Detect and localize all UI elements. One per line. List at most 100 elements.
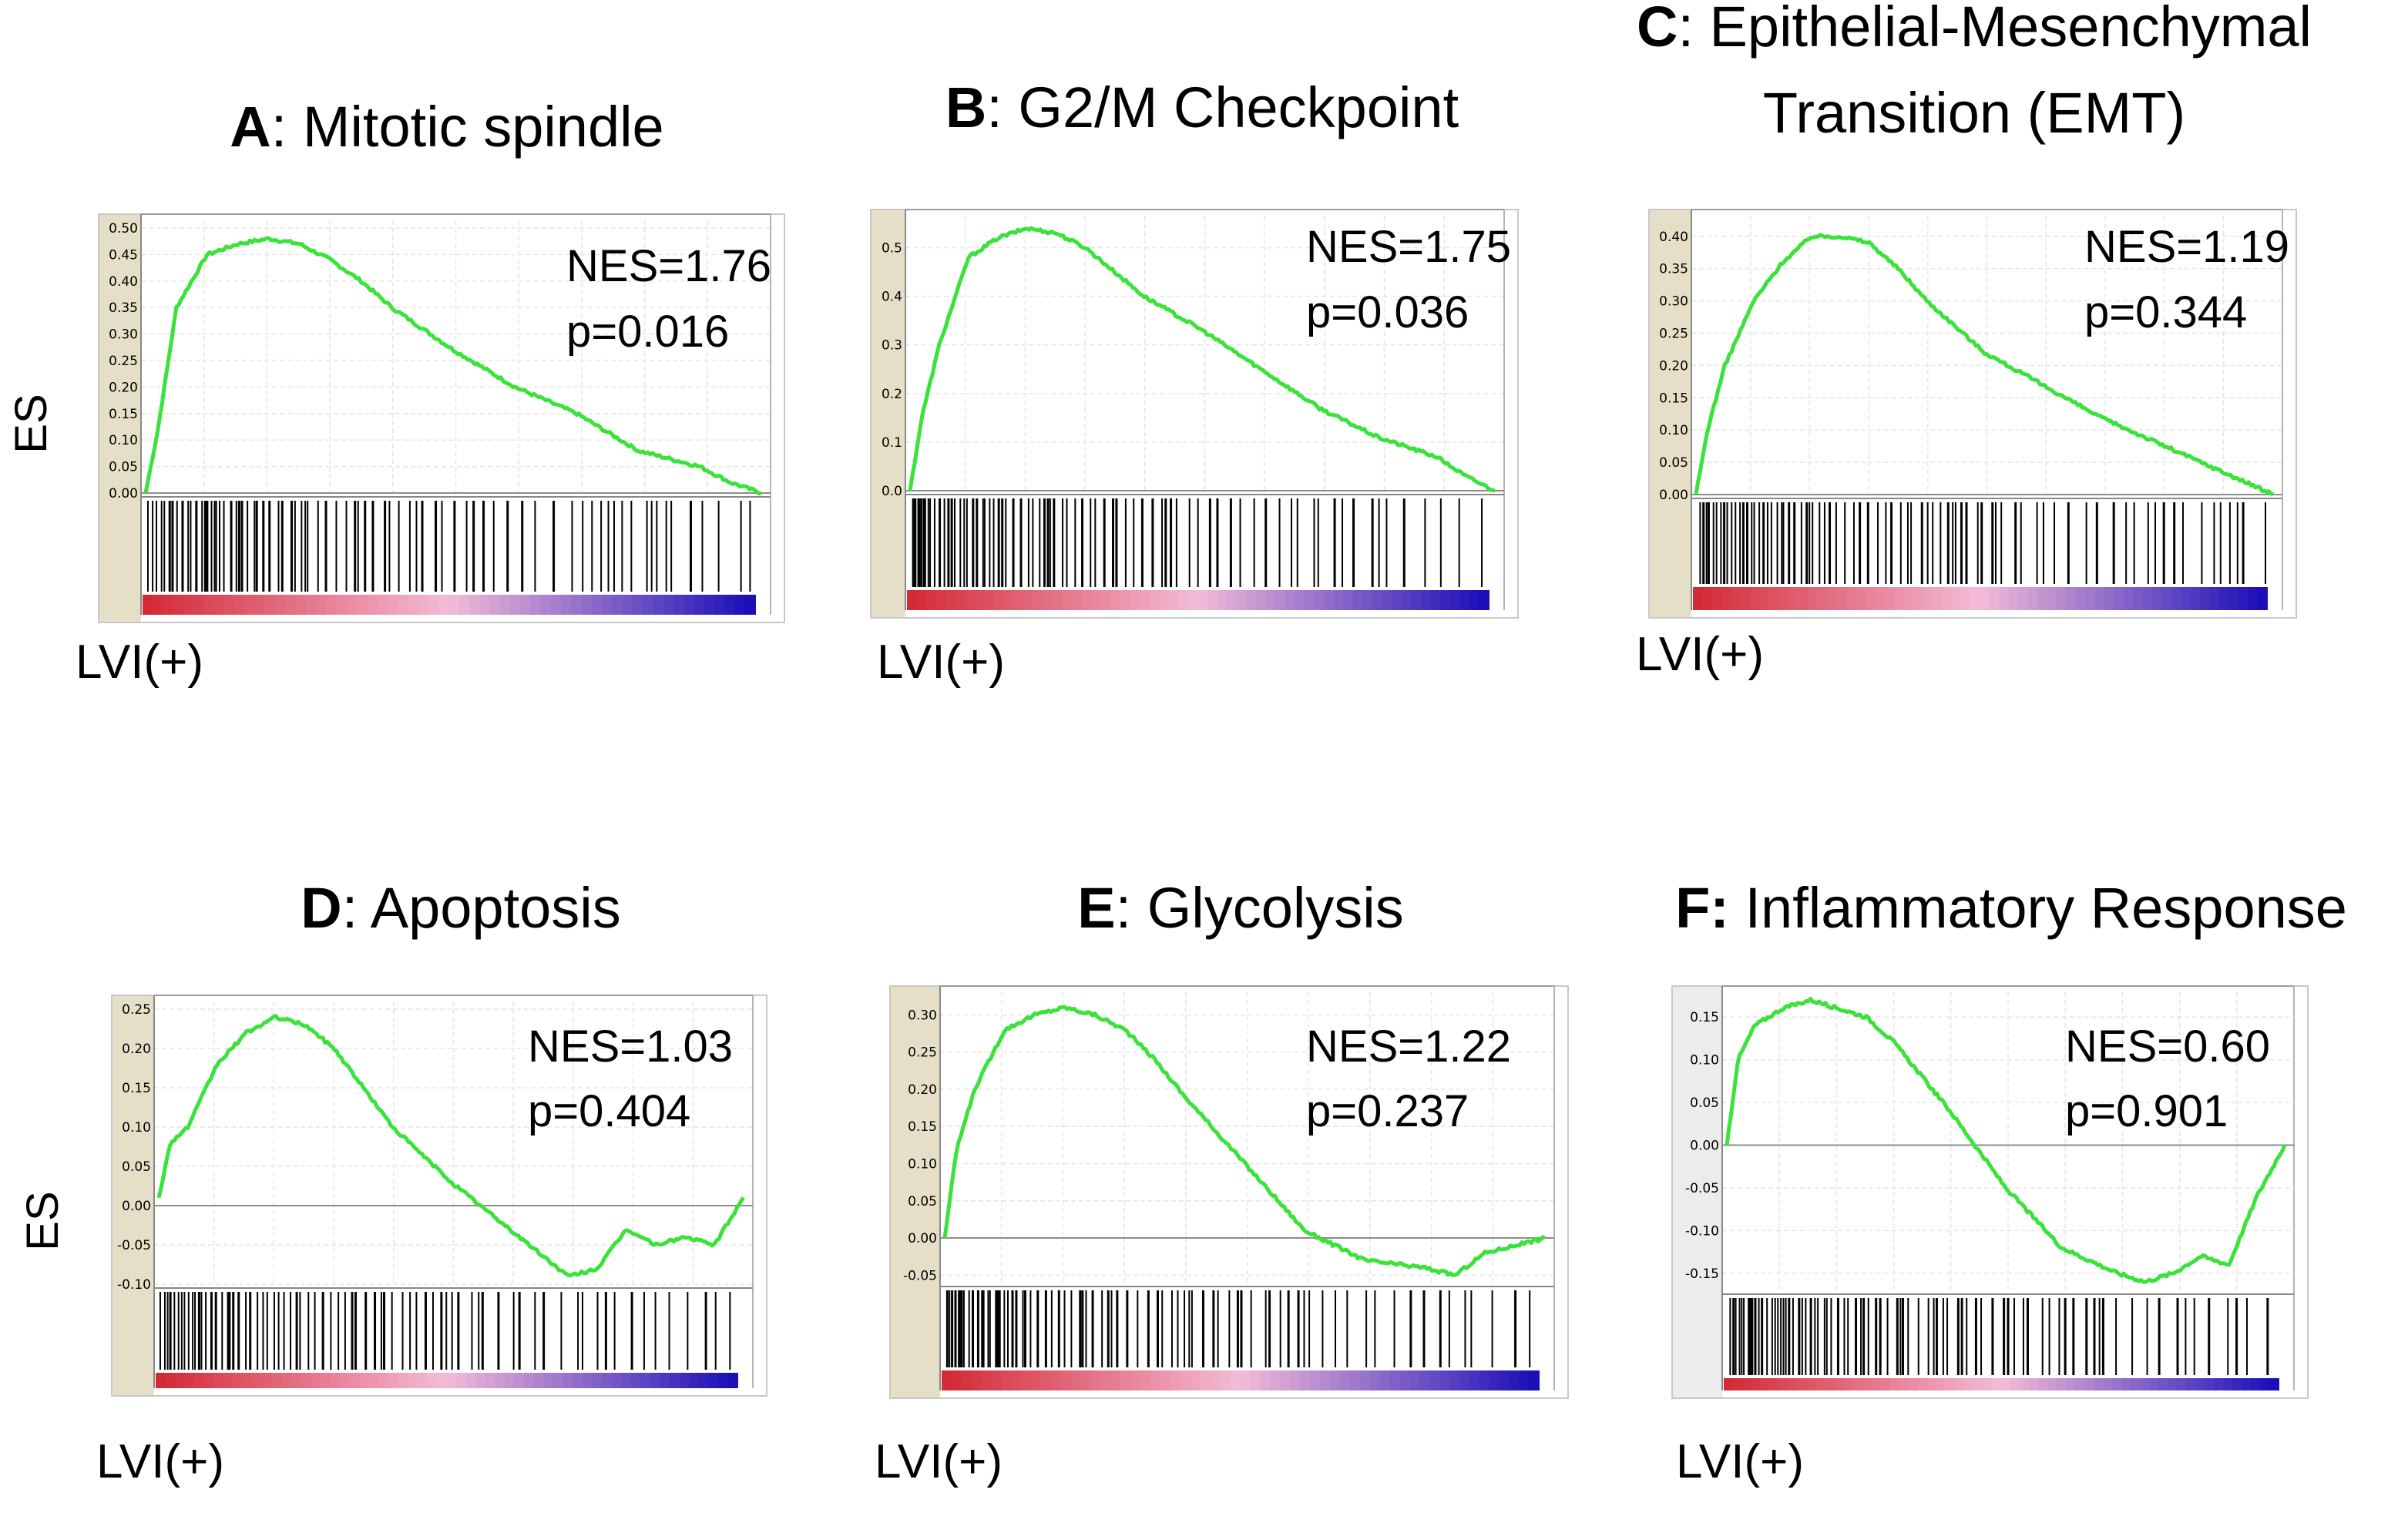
hit-lines: [1699, 502, 2266, 584]
rank-bar-segment: [1200, 1370, 1211, 1390]
rank-bar-segment: [1187, 590, 1199, 610]
panel-title-letter: B: [945, 75, 986, 139]
rank-bar-segment: [1992, 1378, 2002, 1390]
rank-bar-segment: [254, 595, 266, 615]
rank-bar-segment: [1100, 590, 1112, 610]
side-strip: [890, 986, 940, 1398]
rank-bar-segment: [1090, 1370, 1102, 1390]
rank-bar-segment: [1062, 590, 1073, 610]
y-tick-label: 0.50: [109, 221, 138, 237]
rank-bar-segment: [489, 595, 501, 615]
nes-value: NES=1.03: [528, 1021, 733, 1072]
rank-bar-segment: [510, 595, 522, 615]
panel-title: D: Apoptosis: [301, 876, 620, 940]
rank-bar-segment: [1362, 590, 1373, 610]
rank-bar-segment: [2008, 587, 2020, 610]
rank-bar-segment: [398, 595, 409, 615]
rank-bar-segment: [2066, 587, 2077, 610]
rank-bar-segment: [1256, 590, 1267, 610]
rank-bar-segment: [1100, 1370, 1112, 1390]
rank-bar-segment: [704, 595, 715, 615]
panel-b: B: G2/M Checkpoint 0.5 0.4 0.3 0.2 0.1 0.0 NES=…: [870, 75, 1519, 689]
rank-bar-segment: [2085, 587, 2096, 610]
rank-bar-segment: [367, 595, 378, 615]
x-label: LVI(+): [877, 636, 1005, 689]
rank-bar-segment: [1170, 1370, 1181, 1390]
rank-bar-segment: [1817, 587, 1828, 610]
rank-bar-segment: [961, 1370, 972, 1390]
rank-bar-segment: [223, 1373, 234, 1388]
rank-bar-segment: [935, 590, 947, 610]
rank-bar-segment: [1825, 1378, 1835, 1390]
rank-bar-segment: [540, 595, 552, 615]
rank-bar-segment: [1856, 587, 1866, 610]
panel-title-name: : G2/M Checkpoint: [986, 75, 1459, 139]
rank-bar-segment: [2027, 587, 2038, 610]
rank-bar-segment: [485, 1373, 496, 1388]
rank-bar-segment: [1759, 587, 1771, 610]
rank-bar-segment: [1724, 1378, 1734, 1390]
p-value: p=0.016: [566, 307, 729, 357]
rank-bar-segment: [1285, 590, 1296, 610]
rank-bar-segment: [1160, 1370, 1172, 1390]
y-tick-label: 0.00: [1659, 488, 1688, 503]
rank-bar-segment: [1798, 587, 1809, 610]
rank-bar-segment: [530, 595, 542, 615]
rank-bar-segment: [1197, 590, 1209, 610]
rank-bar-segment: [1881, 1378, 1891, 1390]
rank-bar-segment: [1741, 587, 1751, 610]
rank-bar-segment: [1918, 1378, 1928, 1390]
rank-bar-segment: [1061, 1370, 1072, 1390]
rank-bar-segment: [1349, 1370, 1361, 1390]
rank-bar-segment: [1751, 1378, 1762, 1390]
rank-bar-segment: [1091, 590, 1102, 610]
y-tick-label: 0.40: [1659, 230, 1688, 245]
rank-bar-segment: [1120, 1370, 1132, 1390]
y-tick-label: 0.10: [1659, 423, 1688, 438]
y-axis: 0.5 0.4 0.3 0.2 0.1 0.0: [882, 241, 902, 499]
rank-bar-segment: [306, 595, 317, 615]
y-tick-label: 0.25: [1659, 326, 1688, 341]
rank-bar-segment: [398, 1373, 409, 1388]
rank-bar-segment: [417, 1373, 428, 1388]
rank-bar-segment: [2094, 587, 2105, 610]
rank-bar-segment: [1788, 1378, 1798, 1390]
rank-bar-segment: [669, 1373, 680, 1388]
rank-bar: [942, 1370, 1540, 1390]
rank-bar-segment: [326, 595, 338, 615]
rank-bar-segment: [1052, 590, 1063, 610]
p-value: p=0.901: [2065, 1086, 2228, 1136]
p-value: p=0.404: [528, 1086, 690, 1136]
panel-a: A: Mitotic spindle0.500.450.400.350.300.…: [6, 95, 785, 689]
panel-title-name: : Apoptosis: [342, 876, 621, 940]
rank-bar-segment: [2223, 1378, 2233, 1390]
rank-bar-segment: [456, 1373, 467, 1388]
rank-bar-segment: [1230, 1370, 1241, 1390]
y-tick-label: 0.10: [908, 1156, 937, 1172]
y-axis: 0.15 0.10 0.05 0.00 -0.05 -0.10 -0.15: [1685, 1010, 1719, 1282]
rank-bar-segment: [1140, 590, 1150, 610]
rank-bar-segment: [347, 595, 358, 615]
rank-bar-segment: [469, 595, 481, 615]
rank-bar-segment: [1489, 1370, 1500, 1390]
rank-bar-segment: [2121, 1378, 2131, 1390]
rank-bar-segment: [1778, 587, 1790, 610]
rank-bar-segment: [1970, 587, 1981, 610]
rank-bar-segment: [2152, 587, 2163, 610]
y-tick-label: 0.05: [1659, 455, 1688, 471]
es-curve: [942, 1005, 1546, 1277]
rank-bar-segment: [2075, 1378, 2085, 1390]
rank-bar-segment: [368, 1373, 380, 1388]
y-tick-label: -0.10: [1685, 1223, 1719, 1239]
rank-bar-segment: [1409, 1370, 1420, 1390]
rank-bar-segment: [252, 1373, 264, 1388]
rank-bar-segment: [1449, 1370, 1460, 1390]
x-label: LVI(+): [1676, 1435, 1804, 1488]
rank-bar-segment: [243, 1373, 254, 1388]
rank-bar-segment: [163, 595, 174, 615]
y-tick-label: 0.30: [1659, 294, 1688, 310]
rank-bar-segment: [2238, 587, 2249, 610]
rank-bar-segment: [1051, 1370, 1062, 1390]
y-tick-label: 0.5: [882, 241, 902, 257]
rank-bar-segment: [1932, 587, 1943, 610]
